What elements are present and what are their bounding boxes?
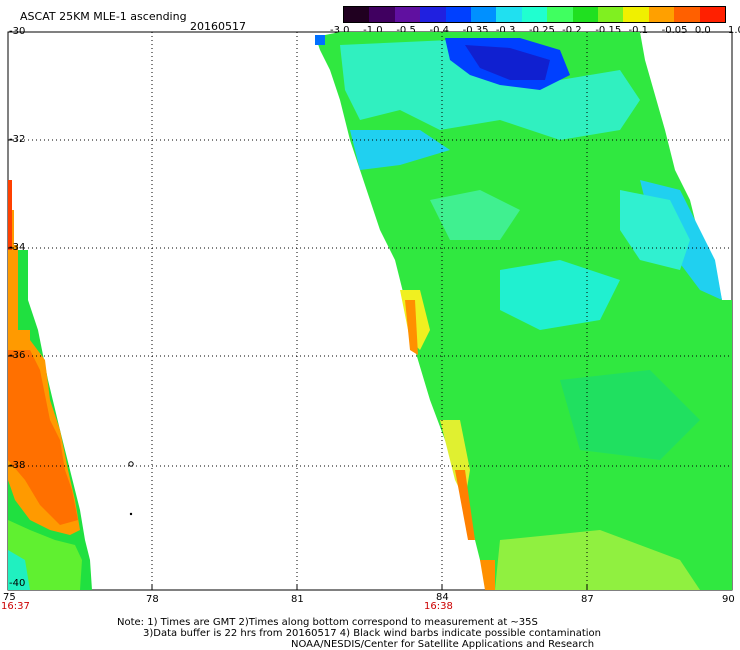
gridlines <box>8 32 732 590</box>
east-swath <box>315 32 732 590</box>
y-tick-label: -36 <box>9 350 26 361</box>
west-swath <box>8 180 92 590</box>
colorbar-label: -0.35 <box>462 25 489 36</box>
colorbar-swatch <box>699 7 726 22</box>
colorbar-label: -0.05 <box>661 25 688 36</box>
colorbar-swatch <box>445 7 472 22</box>
y-tick-label: -34 <box>9 242 26 253</box>
colorbar-label: 0.0 <box>694 25 711 36</box>
colorbar-label: -0.1 <box>628 25 649 36</box>
colorbar-swatch <box>496 7 522 22</box>
colorbar-swatch <box>344 7 370 22</box>
colorbar <box>343 6 726 23</box>
colorbar-label: -0.15 <box>595 25 622 36</box>
y-tick-label: -40 <box>9 578 26 589</box>
colorbar-label: -1.0 <box>363 25 383 36</box>
x-tick-label: 90 <box>722 594 735 605</box>
note-line-3: NOAA/NESDIS/Center for Satellite Applica… <box>291 639 595 650</box>
map-title: ASCAT 25KM MLE-1 ascending <box>20 10 187 23</box>
colorbar-swatch <box>623 7 649 22</box>
x-tick-label: 78 <box>146 594 159 605</box>
wind-barb-mark <box>128 461 134 467</box>
colorbar-swatch <box>521 7 548 22</box>
note-line-2: 3)Data buffer is 22 hrs from 20160517 4)… <box>143 628 601 639</box>
colorbar-swatch <box>420 7 446 22</box>
time-label: 16:37 <box>1 601 30 612</box>
colorbar-label: 1.0 <box>728 25 740 36</box>
x-tick-label: 81 <box>291 594 304 605</box>
y-tick-label: -38 <box>9 460 26 471</box>
colorbar-label: -0.5 <box>396 25 416 36</box>
note-line-1: Note: 1) Times are GMT 2)Times along bot… <box>117 617 538 628</box>
colorbar-label: -0.4 <box>429 25 450 36</box>
colorbar-label: -0.3 <box>495 25 516 36</box>
map-date: 20160517 <box>190 20 246 33</box>
colorbar-label: -0.25 <box>529 25 555 36</box>
colorbar-swatch <box>648 7 675 22</box>
colorbar-swatch <box>394 7 421 22</box>
x-tick-label: 84 <box>436 592 449 603</box>
colorbar-labels: -3.0 -1.0 -0.5 -0.4 -0.35 -0.3 -0.25 -0.2 -0.15-… <box>330 25 740 37</box>
colorbar-label: -0.2 <box>562 25 582 36</box>
wind-barb-mark <box>129 512 133 516</box>
y-tick-label: -32 <box>9 134 26 145</box>
colorbar-swatch <box>598 7 624 22</box>
colorbar-swatch <box>547 7 573 22</box>
y-tick-label: -30 <box>9 26 26 37</box>
colorbar-swatch <box>572 7 599 22</box>
colorbar-swatch <box>471 7 497 22</box>
x-tick-label: 75 <box>3 592 16 603</box>
x-tick-label: 87 <box>581 594 594 605</box>
colorbar-swatch <box>369 7 395 22</box>
tick-marks <box>8 139 588 590</box>
time-label: 16:38 <box>424 601 453 612</box>
colorbar-swatch <box>674 7 700 22</box>
colorbar-label: -3.0 <box>330 25 350 36</box>
